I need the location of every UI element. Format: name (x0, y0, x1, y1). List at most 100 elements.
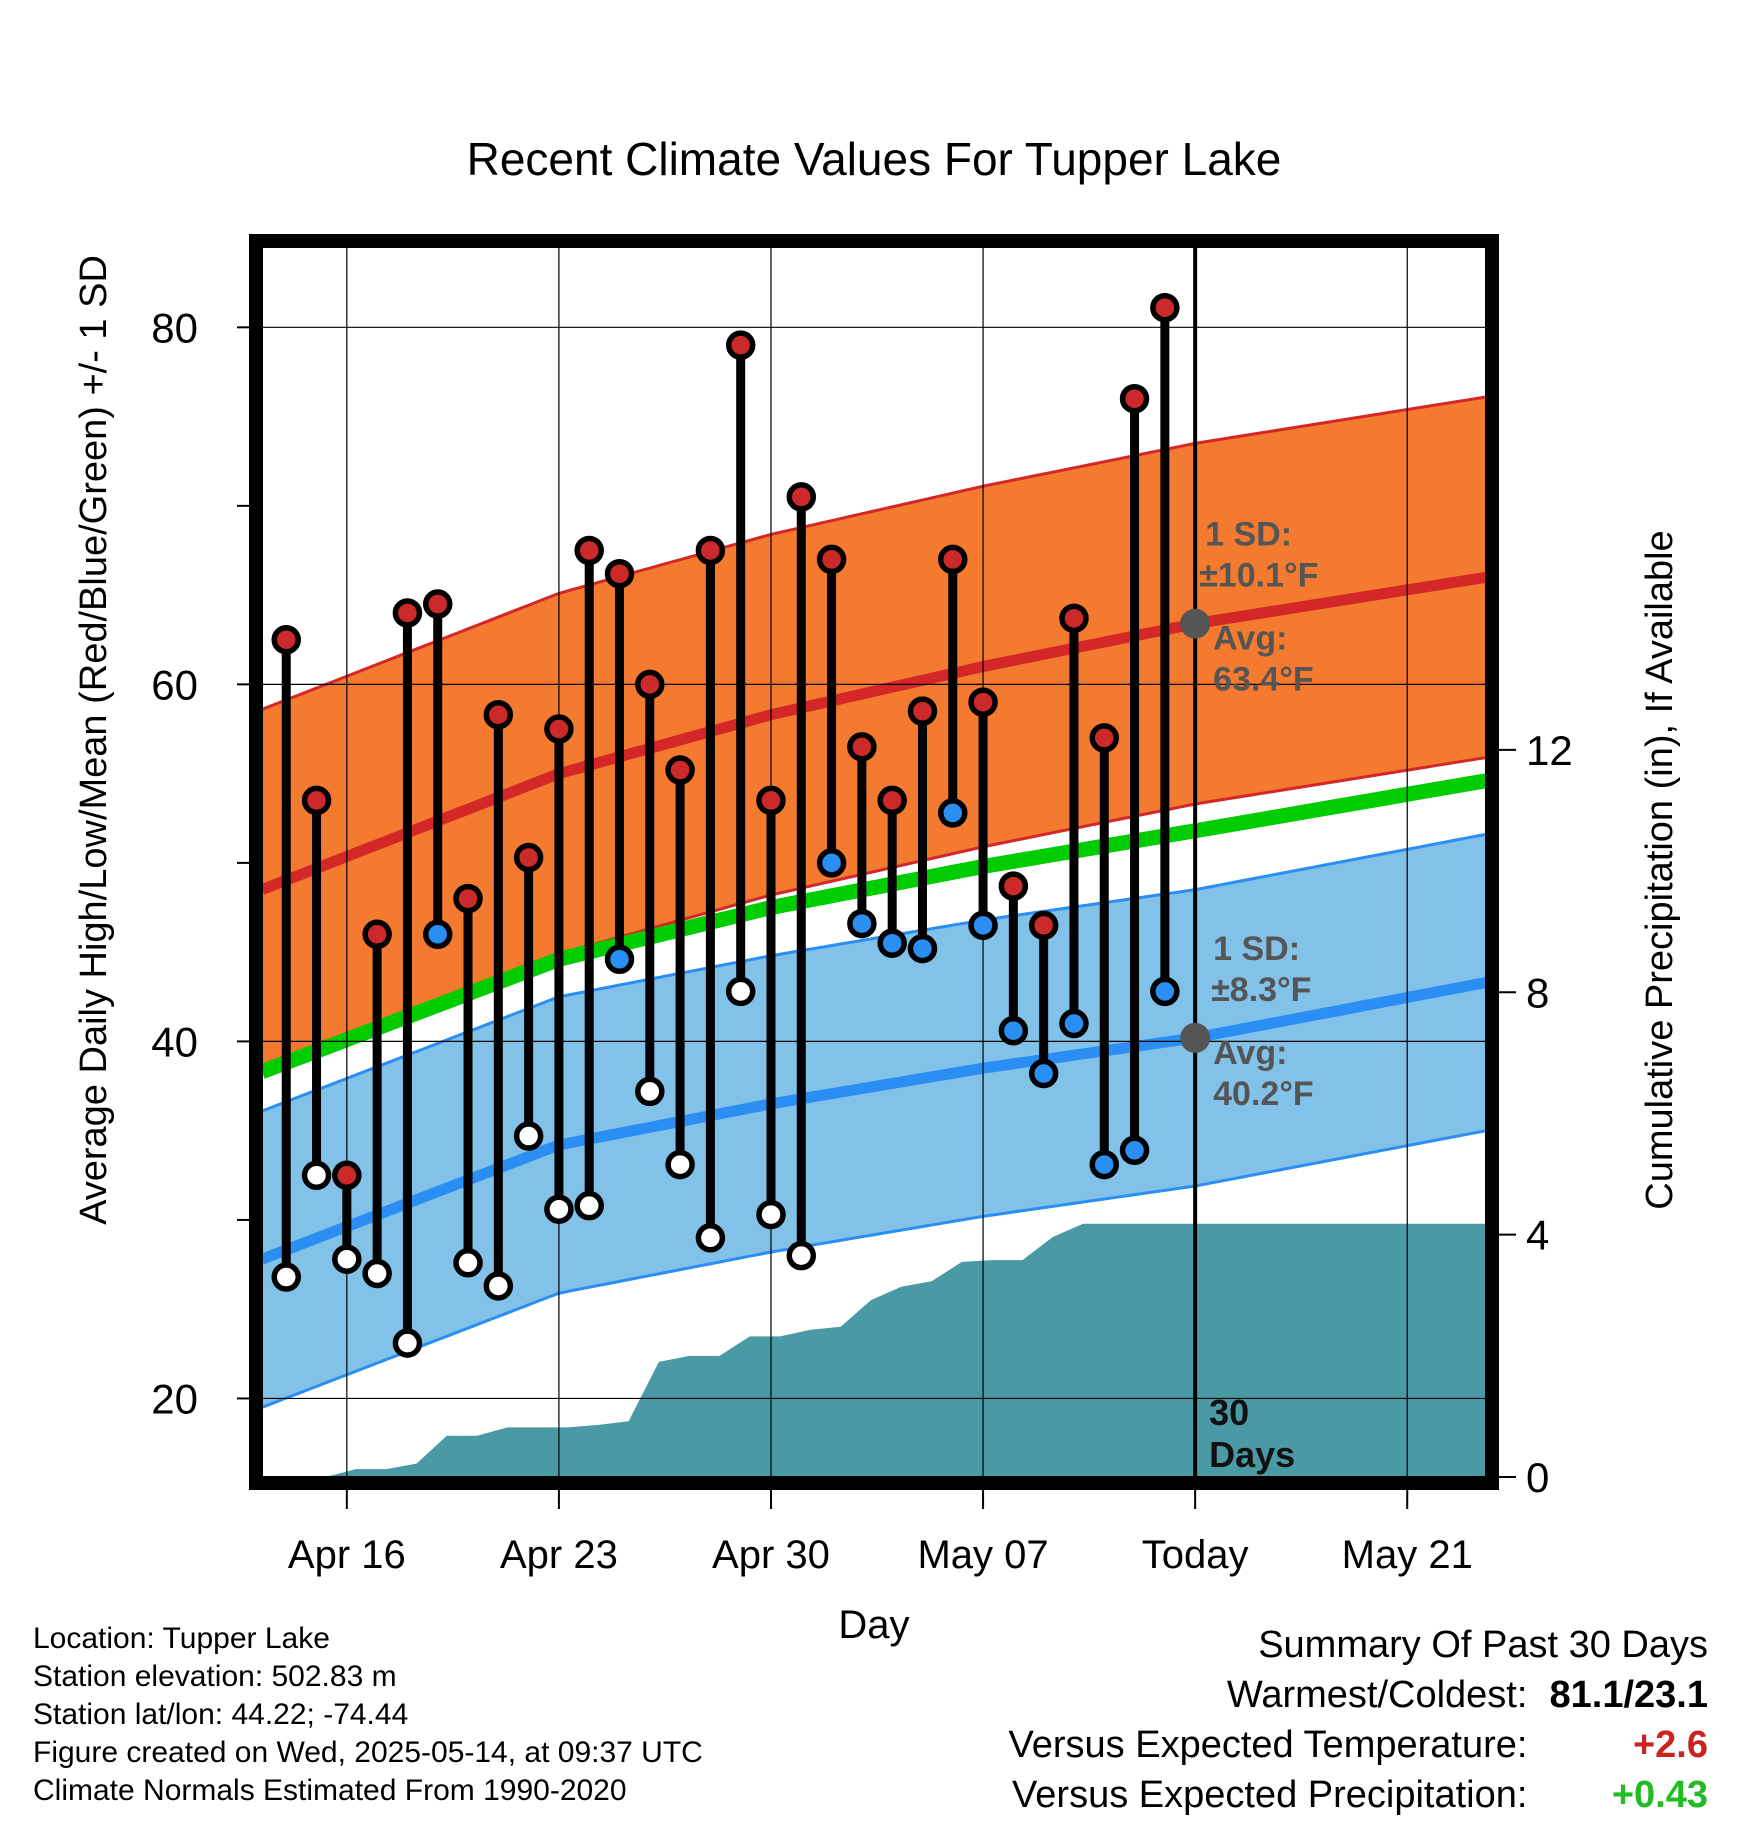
daily-high-marker (938, 544, 968, 575)
daily-high-marker (1150, 292, 1180, 323)
summary-warm-cold: Warmest/Coldest: 81.1/23.1 (1009, 1670, 1708, 1720)
daily-low-marker (1089, 1149, 1120, 1180)
daily-high-marker (968, 687, 998, 717)
daily-high-marker (301, 785, 332, 816)
y-right-tick-label: 12 (1526, 727, 1573, 774)
created-text: Figure created on Wed, 2025-05-14, at 09… (33, 1736, 703, 1769)
daily-high-marker (362, 919, 392, 950)
daily-low-marker (1028, 1058, 1059, 1089)
temp-value: +2.6 (1632, 1724, 1708, 1766)
sd-high-label: 1 SD: (1205, 516, 1292, 554)
daily-low-marker (695, 1223, 726, 1253)
x-tick-label: Apr 16 (288, 1533, 406, 1577)
station-info: Location: Tupper Lake Station elevation:… (33, 1620, 703, 1810)
sd-low-label: 1 SD: (1213, 930, 1300, 968)
today-avg-high-marker (1180, 608, 1211, 639)
daily-low-marker (816, 848, 847, 878)
daily-high-marker (998, 871, 1029, 901)
daily-high-marker (877, 785, 907, 816)
x-tick-label: May 21 (1342, 1533, 1473, 1577)
daily-low-marker (513, 1121, 544, 1151)
low-sd-band-lower-edge (262, 1129, 1486, 1409)
x-axis-label: Day (838, 1603, 909, 1647)
location-text: Location: Tupper Lake (33, 1622, 330, 1655)
daily-low-marker (362, 1258, 392, 1289)
daily-low-marker (574, 1190, 604, 1221)
daily-high-marker (1119, 383, 1150, 414)
plot-frame (249, 234, 1499, 1490)
daily-high-marker (907, 696, 938, 726)
period-label-line2: Days (1209, 1434, 1295, 1475)
daily-low-marker (1150, 976, 1180, 1007)
summary-temp: Versus Expected Temperature: +2.6 (1009, 1720, 1708, 1770)
x-tick-label: May 07 (917, 1533, 1048, 1577)
summary-heading: Summary Of Past 30 Days (1258, 1624, 1708, 1666)
daily-high-marker (453, 883, 483, 914)
daily-low-marker (968, 910, 998, 941)
daily-low-marker (332, 1244, 362, 1274)
avg-low-label: Avg: (1213, 1034, 1287, 1072)
daily-high-marker (847, 732, 877, 762)
daily-high-marker (513, 842, 544, 873)
high-sd-band-upper-edge (262, 395, 1486, 711)
x-tick-label: Today (1142, 1533, 1249, 1577)
daily-high-marker (665, 755, 695, 785)
precip-label: Versus Expected Precipitation: (1012, 1774, 1528, 1816)
summary-panel: Summary Of Past 30 Days Warmest/Coldest:… (1009, 1620, 1708, 1820)
daily-low-marker (756, 1199, 786, 1230)
sd-low-value: ±8.3°F (1211, 971, 1311, 1009)
daily-low-marker (907, 933, 938, 964)
y-axis-left-label: Average Daily High/Low/Mean (Red/Blue/Gr… (73, 255, 115, 1225)
y-left-tick-label: 60 (151, 661, 198, 708)
x-tick-label: Apr 30 (712, 1533, 830, 1577)
warm-cold-value: 81.1/23.1 (1549, 1674, 1708, 1716)
low-sd-band (262, 834, 1486, 1408)
daily-high-marker (392, 598, 423, 628)
daily-high-marker (422, 589, 453, 619)
y-left-tick-label: 20 (151, 1375, 198, 1422)
daily-low-marker (847, 908, 877, 939)
daily-low-marker (1059, 1008, 1089, 1039)
high-sd-band (262, 396, 1486, 1070)
daily-high-marker (271, 624, 301, 655)
daily-high-marker (483, 699, 514, 730)
summary-precip: Versus Expected Precipitation: +0.43 (1009, 1770, 1708, 1820)
x-tick-label: Apr 23 (500, 1533, 618, 1577)
avg-high-label: Avg: (1213, 620, 1287, 658)
y-left-tick-label: 40 (151, 1018, 198, 1065)
chart-title: Recent Climate Values For Tupper Lake (467, 133, 1282, 185)
daily-low-marker (725, 976, 756, 1007)
y-left-tick-label: 80 (151, 304, 198, 351)
avg-low-value: 40.2°F (1213, 1075, 1314, 1113)
daily-low-marker (1119, 1135, 1150, 1166)
normals-text: Climate Normals Estimated From 1990-2020 (33, 1774, 627, 1807)
daily-high-marker (635, 669, 665, 700)
daily-low-marker (877, 928, 907, 958)
today-avg-low-marker (1180, 1022, 1211, 1053)
y-axis-right-label: Cumulative Precipitation (in), If Availa… (1639, 530, 1681, 1209)
avg-high-value: 63.4°F (1213, 661, 1314, 699)
daily-low-marker (422, 919, 453, 950)
daily-low-marker (453, 1248, 483, 1278)
daily-high-marker (756, 785, 786, 816)
daily-high-marker (1089, 723, 1120, 753)
daily-low-marker (998, 1015, 1029, 1046)
daily-low-marker (786, 1240, 817, 1271)
daily-low-marker (604, 944, 635, 975)
daily-high-marker (574, 535, 604, 566)
daily-high-marker (786, 482, 817, 512)
y-right-tick-label: 4 (1526, 1212, 1549, 1259)
y-right-tick-label: 8 (1526, 969, 1549, 1016)
normal-high-line (262, 571, 1486, 895)
daily-low-marker (392, 1328, 423, 1358)
elevation-text: Station elevation: 502.83 m (33, 1660, 397, 1693)
daily-high-marker (604, 558, 635, 589)
daily-low-marker (483, 1271, 514, 1301)
latlon-text: Station lat/lon: 44.22; -74.44 (33, 1698, 409, 1731)
daily-high-marker (1059, 603, 1089, 634)
daily-low-marker (544, 1194, 574, 1224)
daily-low-marker (635, 1076, 665, 1107)
daily-low-marker (665, 1149, 695, 1180)
